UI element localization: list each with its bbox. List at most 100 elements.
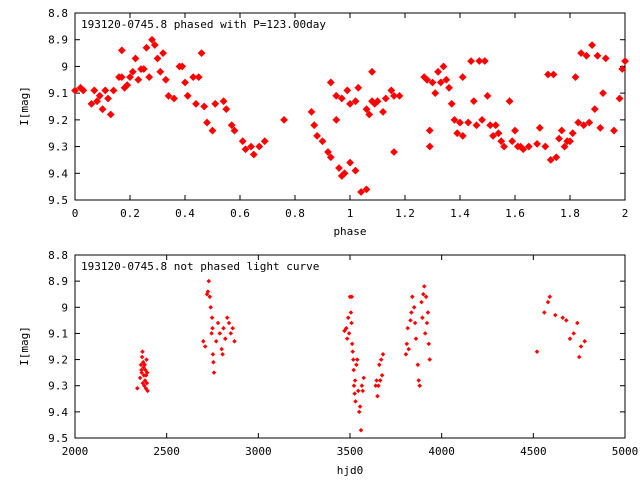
data-point <box>406 346 411 352</box>
data-point <box>420 315 425 320</box>
y-tick-label: 8.8 <box>48 7 68 20</box>
data-point <box>436 78 445 87</box>
data-point <box>145 73 154 81</box>
x-tick-label: 2500 <box>153 445 180 458</box>
y-tick-label: 9 <box>61 60 68 73</box>
data-point <box>546 156 555 164</box>
data-point <box>357 404 363 409</box>
y-tick-label: 9.5 <box>48 194 68 207</box>
x-tick-label: 3500 <box>337 445 364 458</box>
data-point <box>181 78 189 87</box>
data-point <box>210 352 216 357</box>
data-point <box>422 331 428 336</box>
data-point <box>142 43 151 52</box>
data-point <box>519 145 528 154</box>
data-point <box>351 166 360 175</box>
data-point <box>469 97 478 106</box>
plot-frame <box>74 254 626 439</box>
y-axis-label: I[mag] <box>18 86 31 126</box>
data-point <box>87 99 96 108</box>
data-point <box>544 70 552 79</box>
data-point <box>377 362 382 368</box>
data-point <box>324 148 332 156</box>
data-point <box>178 62 187 71</box>
data-point <box>458 73 467 81</box>
data-point <box>232 339 237 344</box>
data-point <box>222 105 231 114</box>
data-point <box>332 115 341 124</box>
data-point <box>335 164 343 172</box>
data-point <box>351 383 357 388</box>
data-point <box>109 86 118 95</box>
data-point <box>101 86 110 95</box>
data-point <box>547 294 553 300</box>
data-point <box>93 97 101 106</box>
data-point <box>135 386 140 391</box>
data-point <box>424 320 430 326</box>
data-point <box>260 137 269 146</box>
chart-title: 193120-0745.8 not phased light curve <box>81 260 319 273</box>
data-point <box>348 310 354 315</box>
data-point <box>351 97 360 106</box>
data-point <box>145 388 150 394</box>
data-point <box>123 81 132 89</box>
data-point <box>415 362 421 368</box>
data-point <box>79 86 88 95</box>
data-point <box>421 291 426 297</box>
data-point <box>610 126 618 135</box>
data-point <box>412 320 418 326</box>
data-point <box>404 341 410 347</box>
data-point <box>326 153 335 162</box>
data-point <box>555 134 563 143</box>
data-point <box>535 123 544 132</box>
data-point <box>576 354 582 360</box>
y-tick-label: 9.4 <box>48 167 68 180</box>
data-point <box>358 427 364 433</box>
data-point <box>98 105 107 114</box>
data-point <box>541 142 550 151</box>
data-point <box>374 378 379 383</box>
data-point <box>351 367 356 373</box>
unphased-light-curve-panel: 193120-0745.8 not phased light curve hjd… <box>18 249 638 477</box>
data-point <box>599 89 607 98</box>
data-point <box>202 344 208 349</box>
data-point <box>349 341 355 347</box>
data-point <box>483 91 492 100</box>
y-tick-label: 9 <box>61 301 68 314</box>
data-point <box>131 54 140 63</box>
data-point <box>117 46 126 55</box>
data-point <box>313 132 321 140</box>
data-point <box>497 137 506 146</box>
data-point <box>230 126 239 135</box>
x-tick-label: 0 <box>72 207 79 220</box>
data-point <box>578 344 584 349</box>
data-point <box>227 121 236 130</box>
data-point <box>557 126 566 135</box>
data-point <box>582 339 587 344</box>
data-point <box>349 294 355 300</box>
data-point <box>352 391 357 396</box>
x-tick-label: 0.6 <box>230 207 250 220</box>
data-point <box>494 129 503 138</box>
data-point <box>332 91 341 100</box>
data-point <box>472 121 481 130</box>
data-point <box>221 325 226 331</box>
y-tick-label: 9.3 <box>48 141 68 154</box>
data-point <box>219 346 224 352</box>
data-point <box>467 57 475 65</box>
data-point <box>480 57 489 65</box>
data-point <box>596 123 605 132</box>
data-point <box>211 359 216 365</box>
data-point <box>346 331 352 336</box>
data-point <box>159 49 167 57</box>
x-tick-label: 1.2 <box>395 207 415 220</box>
data-point <box>408 318 413 323</box>
data-point <box>491 121 500 130</box>
data-point <box>601 54 610 63</box>
data-point <box>442 75 451 84</box>
data-point <box>560 142 569 151</box>
data-point <box>354 362 359 368</box>
data-point <box>337 94 346 103</box>
data-point <box>425 126 434 135</box>
